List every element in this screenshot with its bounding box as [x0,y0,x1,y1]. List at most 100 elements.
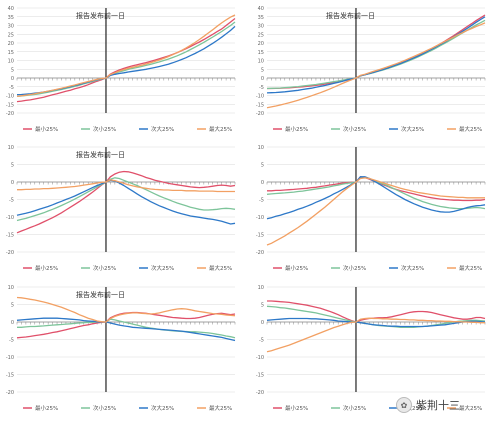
y-tick-label: -10 [6,355,14,361]
chart-panel-2: -20 -15 -10 -5 0 5 10 15 20 25 30 35 40 报告发布前一日 最小25% 次… [253,3,496,145]
y-tick-label: -20 [6,250,14,256]
chart-panel-4: -20 -15 -10 -5 0 5 10 最小25% 次小25% 次大25% 最大25% [253,142,496,284]
y-tick-label: -5 [259,198,264,204]
y-tick-label: 25 [8,32,14,38]
series-line-2 [16,21,236,98]
legend-label: 次大25% [151,125,174,133]
chart-6: -20 -15 -10 -5 0 5 10 最小25% 次小25% 次大25% 最大25% [256,285,486,412]
legend-label: 最小25% [285,404,308,412]
legend-label: 最大25% [459,404,482,412]
y-tick-label: 35 [258,15,264,21]
legend-label: 最小25% [35,404,58,412]
series-line-4 [266,317,485,353]
y-tick-label: -10 [256,355,264,361]
watermark-text: 紫荆十三 [416,399,460,412]
y-tick-label: -10 [256,215,264,221]
legend-label: 次大25% [401,404,424,412]
chart-title: 报告发布前一日 [76,290,125,299]
series-line-3 [16,317,236,342]
legend-label: 次小25% [343,264,366,272]
wechat-icon: ✿ [396,397,412,413]
y-tick-label: 0 [261,180,264,186]
y-tick-label: 10 [8,145,14,151]
chart-panel-5: -20 -15 -10 -5 0 5 10 报告发布前一日 最小25% 次小25% 次大25% 最大2… [3,282,246,424]
legend-label: 最大25% [209,264,232,272]
y-tick-label: 15 [258,50,264,56]
chart-panel-1: -20 -15 -10 -5 0 5 10 15 20 25 30 35 40 报告发布前一日最小25% 次… [3,3,246,145]
legend-label: 最小25% [35,125,58,133]
y-tick-label: -5 [9,198,14,204]
y-tick-label: 5 [11,303,14,309]
y-tick-label: 40 [8,6,14,12]
chart-panel-6: -20 -15 -10 -5 0 5 10 最小25% 次小25% 次大25% 最大25% [253,282,496,424]
legend-label: 次大25% [401,264,424,272]
y-tick-label: 0 [11,76,14,82]
y-tick-label: 10 [258,285,264,291]
y-tick-label: 5 [11,163,14,169]
legend-label: 最小25% [35,264,58,272]
y-tick-label: -20 [6,390,14,396]
y-tick-label: -5 [9,85,14,91]
legend-label: 次小25% [93,264,116,272]
y-tick-label: 30 [258,24,264,30]
y-tick-label: -15 [256,102,264,108]
chart-panel-3: -20 -15 -10 -5 0 5 10 报告发布前一日 最小25% 次小25% 次大25% 最大2… [3,142,246,284]
y-tick-label: 5 [11,67,14,73]
legend-label: 最大25% [209,404,232,412]
series-line-2 [17,318,236,339]
series-line-1 [16,170,236,234]
y-tick-label: -20 [256,111,264,117]
series-line-3 [266,16,486,94]
chart-title: 报告发布前一日 [76,11,125,20]
y-tick-label: -5 [9,338,14,344]
y-tick-label: 10 [258,145,264,151]
y-tick-label: -20 [256,250,264,256]
series-line-1 [16,17,236,103]
series-line-4 [16,14,236,98]
y-tick-label: -5 [259,85,264,91]
y-tick-label: 10 [258,59,264,65]
series-line-2 [16,177,236,222]
y-tick-label: 0 [261,76,264,82]
y-tick-label: 35 [8,15,14,21]
series-line-4 [266,177,485,246]
legend-label: 次大25% [151,404,174,412]
y-tick-label: 5 [261,67,264,73]
legend-label: 最大25% [459,264,482,272]
series-line-4 [16,296,236,323]
y-tick-label: 30 [8,24,14,30]
legend-label: 次小25% [343,404,366,412]
chart-4: -20 -15 -10 -5 0 5 10 最小25% 次小25% 次大25% 最大25% [256,145,486,272]
legend-label: 最小25% [285,125,308,133]
y-tick-label: 10 [8,285,14,291]
legend-label: 最大25% [459,125,482,133]
legend-label: 次大25% [151,264,174,272]
y-tick-label: 10 [8,59,14,65]
y-tick-label: 40 [258,6,264,12]
y-tick-label: -10 [6,215,14,221]
y-tick-label: 20 [8,41,14,47]
series-line-3 [266,317,486,328]
y-tick-label: 0 [261,320,264,326]
y-tick-label: 20 [258,41,264,47]
legend-label: 次小25% [93,404,116,412]
y-tick-label: -5 [259,338,264,344]
y-tick-label: 25 [258,32,264,38]
y-tick-label: -10 [6,94,14,100]
chart-title: 报告发布前一日 [76,150,125,159]
y-tick-label: 5 [261,303,264,309]
y-tick-label: -20 [6,111,14,117]
y-tick-label: 0 [11,320,14,326]
y-tick-label: -15 [6,102,14,108]
series-line-3 [266,176,486,220]
series-line-4 [266,22,486,109]
legend-label: 最大25% [209,125,232,133]
y-tick-label: 15 [8,50,14,56]
y-tick-label: 0 [11,180,14,186]
y-tick-label: -15 [256,373,264,379]
series-line-4 [17,179,235,193]
